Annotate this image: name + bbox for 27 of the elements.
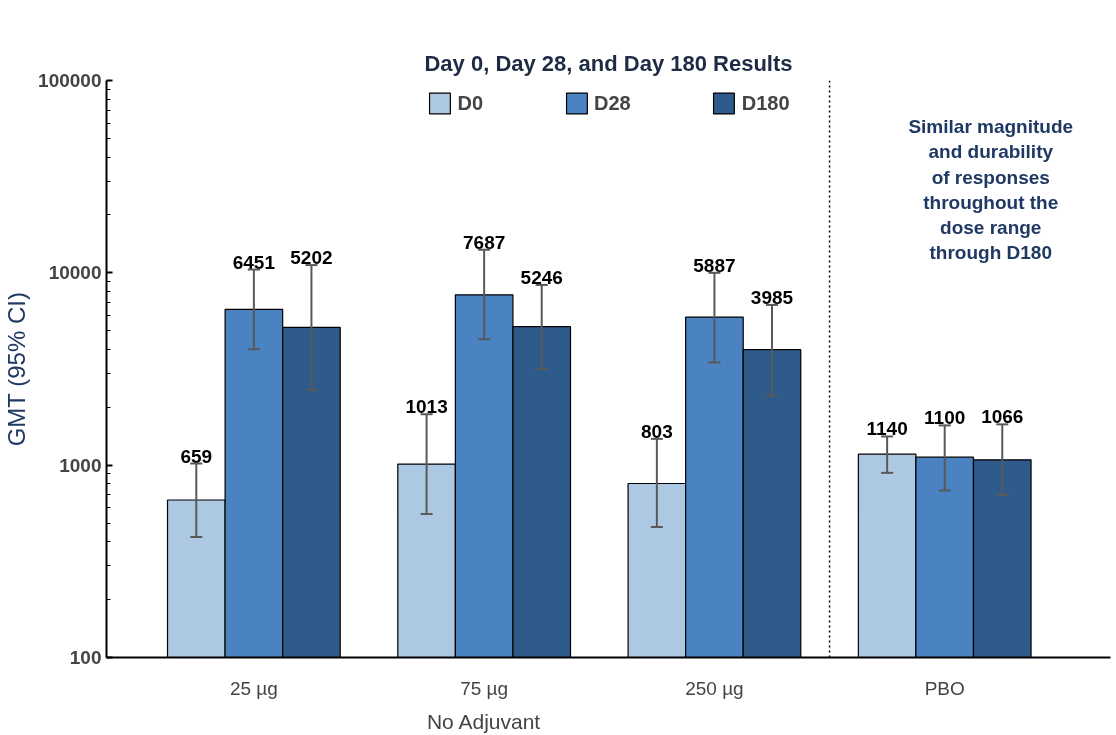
legend-label: D28 <box>594 91 631 115</box>
legend-label: D0 <box>457 91 484 115</box>
data-label: 7687 <box>463 231 506 253</box>
y-tick-label: 10000 <box>48 262 102 284</box>
data-label: 1066 <box>981 406 1024 428</box>
y-tick-label: 1000 <box>59 454 102 476</box>
data-label: 1013 <box>405 396 448 418</box>
legend-label: D180 <box>741 91 790 115</box>
y-axis-title: GMT (95% CI) <box>3 292 31 447</box>
data-label: 3985 <box>750 286 794 308</box>
x-tick-label: 250 µg <box>685 677 744 699</box>
data-label: 1100 <box>924 407 966 429</box>
annotation: Similar magnitude and durability of responses throughout the dose range through D180 <box>908 116 1074 264</box>
data-label: 5246 <box>520 266 563 288</box>
data-label: 6451 <box>232 251 276 273</box>
x-tick-label: 75 µg <box>460 677 509 699</box>
y-tick-label: 100000 <box>38 70 102 91</box>
data-label: 1140 <box>866 418 908 440</box>
chart-title: Day 0, Day 28, and Day 180 Results <box>424 50 793 76</box>
x-tick-label: 25 µg <box>229 677 278 699</box>
data-label: 5887 <box>693 254 736 276</box>
y-tick-label: 100 <box>69 647 102 668</box>
data-label: 5202 <box>290 247 333 269</box>
x-tick-label: PBO <box>924 677 965 699</box>
data-label: 803 <box>641 420 673 442</box>
text: No Adjuvant <box>426 709 541 733</box>
data-label: 659 <box>180 445 213 467</box>
